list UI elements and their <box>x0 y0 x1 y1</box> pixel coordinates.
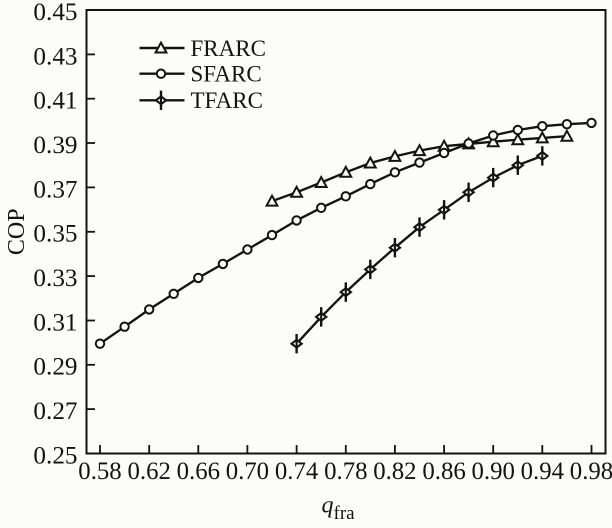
svg-text:0.86: 0.86 <box>422 458 465 485</box>
svg-text:SFARC: SFARC <box>191 62 262 87</box>
svg-text:0.94: 0.94 <box>521 458 565 485</box>
svg-text:0.39: 0.39 <box>33 132 77 159</box>
svg-text:0.98: 0.98 <box>570 458 612 485</box>
svg-text:fra: fra <box>334 503 356 524</box>
svg-text:0.45: 0.45 <box>33 0 77 26</box>
svg-text:0.66: 0.66 <box>177 458 220 485</box>
svg-text:0.78: 0.78 <box>324 458 367 485</box>
svg-text:0.70: 0.70 <box>226 458 269 485</box>
svg-text:0.43: 0.43 <box>33 43 77 70</box>
svg-text:0.41: 0.41 <box>33 88 77 115</box>
svg-text:COP: COP <box>4 208 30 255</box>
svg-text:q: q <box>322 493 334 519</box>
svg-text:0.62: 0.62 <box>127 458 170 485</box>
svg-text:0.25: 0.25 <box>33 442 77 469</box>
svg-text:0.82: 0.82 <box>373 458 416 485</box>
svg-text:0.27: 0.27 <box>33 398 77 425</box>
svg-text:0.35: 0.35 <box>33 221 77 248</box>
svg-text:FRARC: FRARC <box>191 36 266 61</box>
svg-text:0.74: 0.74 <box>275 458 319 485</box>
svg-text:0.90: 0.90 <box>471 458 514 485</box>
svg-text:0.29: 0.29 <box>33 354 77 381</box>
svg-text:0.37: 0.37 <box>33 176 77 203</box>
svg-text:0.33: 0.33 <box>33 265 77 292</box>
svg-text:0.58: 0.58 <box>78 458 121 485</box>
svg-text:TFARC: TFARC <box>191 88 263 113</box>
svg-text:0.31: 0.31 <box>33 309 77 336</box>
